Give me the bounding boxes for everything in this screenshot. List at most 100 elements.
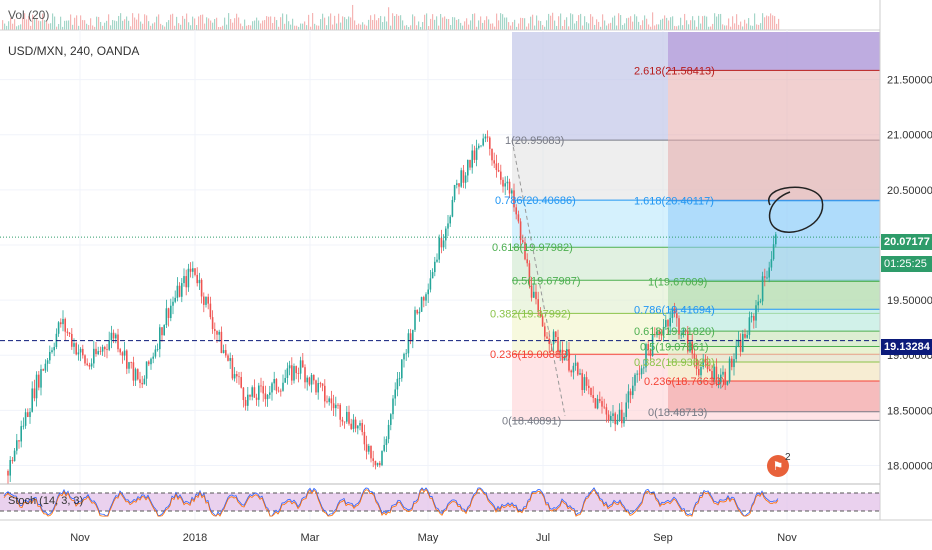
volume-bar bbox=[744, 19, 746, 30]
candle-body bbox=[46, 360, 49, 364]
candle-body bbox=[159, 327, 161, 350]
candle-body bbox=[401, 359, 403, 379]
volume-bar bbox=[342, 16, 344, 30]
volume-bar bbox=[76, 15, 78, 30]
candle-body bbox=[321, 383, 324, 386]
candle-body bbox=[319, 383, 322, 384]
projection-zone-purple bbox=[668, 32, 880, 71]
volume-bar bbox=[682, 25, 684, 30]
candle-body bbox=[768, 267, 770, 278]
volume-bar bbox=[380, 15, 382, 30]
volume-bar bbox=[586, 22, 588, 30]
volume-bar bbox=[466, 18, 468, 30]
volume-bar bbox=[30, 25, 32, 30]
candle-body bbox=[456, 183, 458, 186]
candle-body bbox=[379, 462, 381, 466]
candle-body bbox=[203, 296, 205, 305]
candle-body bbox=[348, 411, 350, 424]
volume-bar bbox=[732, 16, 734, 30]
volume-bar bbox=[310, 26, 312, 30]
candle-body bbox=[489, 137, 491, 149]
volume-bar bbox=[622, 24, 624, 30]
candle-body bbox=[625, 402, 627, 417]
volume-bar bbox=[52, 13, 54, 30]
candle-body bbox=[376, 462, 379, 466]
volume-bar bbox=[344, 17, 346, 30]
volume-bar bbox=[78, 25, 80, 30]
volume-bar bbox=[658, 24, 660, 30]
candle-body bbox=[577, 362, 579, 375]
candle-body bbox=[511, 190, 513, 194]
candle-body bbox=[264, 393, 267, 400]
candle-body bbox=[22, 425, 25, 427]
candle-body bbox=[418, 311, 421, 314]
volume-bar bbox=[610, 22, 612, 30]
volume-bar bbox=[248, 24, 250, 30]
candle-body bbox=[240, 377, 242, 388]
candle-body bbox=[440, 237, 443, 248]
candle-body bbox=[97, 351, 99, 355]
candle-body bbox=[436, 259, 438, 262]
volume-bar bbox=[398, 15, 400, 30]
fib-extension-label: 0.382(18.93823) bbox=[634, 357, 715, 369]
volume-bar bbox=[418, 21, 420, 30]
volume-bar bbox=[558, 16, 560, 30]
candle-body bbox=[449, 216, 451, 224]
alert-icon[interactable]: ⚑ bbox=[767, 455, 789, 477]
candle-body bbox=[304, 367, 306, 383]
volume-bar bbox=[758, 24, 760, 30]
volume-bar bbox=[210, 20, 212, 30]
volume-bar bbox=[770, 13, 772, 31]
candle-body bbox=[453, 185, 456, 200]
candle-body bbox=[110, 332, 113, 341]
candle-body bbox=[90, 363, 93, 367]
candle-body bbox=[486, 136, 489, 138]
volume-bar bbox=[154, 22, 156, 30]
volume-bar bbox=[576, 21, 578, 30]
candle-body bbox=[269, 392, 271, 395]
volume-bar bbox=[364, 24, 366, 30]
price-tick-label: 20.50000 bbox=[887, 185, 932, 197]
candle-body bbox=[387, 424, 390, 440]
volume-bar bbox=[390, 25, 392, 30]
candle-body bbox=[405, 353, 407, 355]
candle-body bbox=[196, 274, 198, 284]
volume-bar bbox=[6, 25, 8, 30]
volume-bar bbox=[236, 13, 238, 30]
candle-body bbox=[728, 358, 731, 382]
volume-bar bbox=[486, 16, 488, 30]
volume-bar bbox=[562, 26, 564, 30]
volume-bar bbox=[482, 22, 484, 30]
candle-body bbox=[420, 297, 423, 312]
candle-body bbox=[588, 385, 590, 388]
volume-bar bbox=[368, 19, 370, 30]
candle-body bbox=[636, 373, 638, 375]
volume-bar bbox=[304, 21, 306, 30]
volume-bar bbox=[372, 19, 374, 30]
volume-bar bbox=[316, 25, 318, 30]
candle-body bbox=[698, 368, 700, 376]
stoch-indicator-label[interactable]: Stoch (14, 3, 3) bbox=[8, 495, 84, 507]
candle-body bbox=[260, 385, 262, 387]
candle-body bbox=[706, 362, 709, 370]
volume-bar bbox=[88, 25, 90, 30]
candle-body bbox=[761, 276, 764, 302]
volume-bar bbox=[134, 17, 136, 30]
candle-body bbox=[590, 387, 592, 396]
volume-bar bbox=[624, 23, 626, 30]
candle-body bbox=[684, 329, 687, 332]
candle-body bbox=[469, 159, 471, 168]
volume-bar bbox=[108, 14, 110, 30]
candle-body bbox=[555, 331, 557, 338]
volume-bar bbox=[446, 18, 448, 30]
candle-body bbox=[229, 358, 231, 361]
volume-bar bbox=[428, 26, 430, 30]
candle-body bbox=[27, 412, 29, 417]
volume-bar bbox=[40, 21, 42, 30]
volume-indicator-label[interactable]: Vol (20) bbox=[8, 8, 50, 22]
volume-bar bbox=[64, 20, 66, 30]
volume-bar bbox=[556, 25, 558, 30]
volume-bar bbox=[366, 25, 368, 30]
candle-body bbox=[753, 316, 755, 321]
